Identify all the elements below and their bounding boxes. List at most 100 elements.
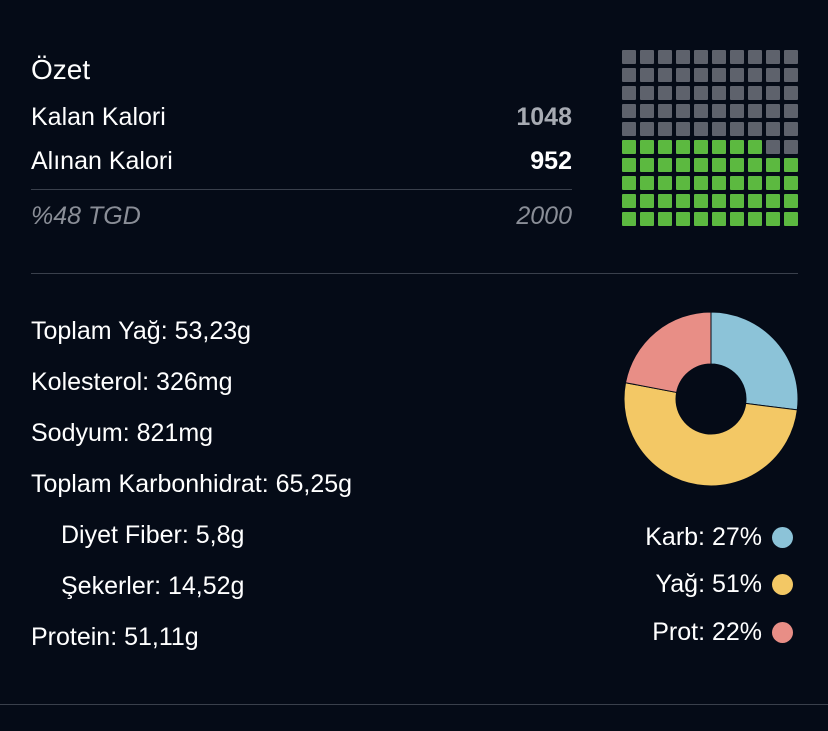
waffle-cell-empty — [712, 122, 726, 136]
waffle-cell-filled — [712, 212, 726, 226]
waffle-cell-empty — [694, 104, 708, 118]
consumed-calories-label: Alınan Kalori — [31, 147, 173, 175]
waffle-cell-filled — [712, 140, 726, 154]
waffle-cell-empty — [658, 104, 672, 118]
waffle-cell-empty — [676, 68, 690, 82]
waffle-cell-filled — [712, 176, 726, 190]
waffle-cell-filled — [694, 194, 708, 208]
waffle-cell-filled — [766, 176, 780, 190]
waffle-cell-empty — [748, 50, 762, 64]
waffle-cell-filled — [676, 194, 690, 208]
summary-divider — [31, 189, 572, 190]
calorie-waffle-chart — [622, 50, 798, 226]
nutrient-item: Şekerler: 14,52g — [61, 572, 245, 600]
legend-label: Prot: 22% — [652, 618, 762, 646]
nutrient-item: Toplam Karbonhidrat: 65,25g — [31, 470, 353, 498]
waffle-cell-empty — [640, 50, 654, 64]
legend-label: Yağ: 51% — [655, 570, 762, 598]
waffle-cell-filled — [694, 140, 708, 154]
waffle-cell-filled — [640, 158, 654, 172]
waffle-cell-empty — [676, 104, 690, 118]
waffle-cell-filled — [658, 176, 672, 190]
waffle-cell-filled — [640, 140, 654, 154]
nutrient-item: Kolesterol: 326mg — [31, 368, 233, 396]
waffle-cell-empty — [694, 50, 708, 64]
waffle-cell-filled — [622, 176, 636, 190]
waffle-cell-empty — [766, 140, 780, 154]
waffle-cell-filled — [676, 140, 690, 154]
summary-title: Özet — [31, 54, 91, 85]
waffle-cell-filled — [694, 176, 708, 190]
waffle-cell-empty — [676, 50, 690, 64]
waffle-cell-empty — [730, 68, 744, 82]
waffle-cell-empty — [676, 122, 690, 136]
waffle-cell-empty — [694, 86, 708, 100]
waffle-cell-filled — [784, 158, 798, 172]
waffle-cell-filled — [766, 212, 780, 226]
waffle-cell-empty — [784, 140, 798, 154]
waffle-cell-empty — [712, 50, 726, 64]
consumed-calories-value: 952 — [530, 147, 572, 175]
waffle-cell-empty — [766, 50, 780, 64]
waffle-cell-empty — [766, 86, 780, 100]
donut-slice-yağ — [623, 382, 798, 487]
legend-item-yağ: Yağ: 51% — [655, 569, 793, 599]
waffle-cell-empty — [766, 122, 780, 136]
nutrient-item: Diyet Fiber: 5,8g — [61, 521, 245, 549]
waffle-cell-filled — [766, 158, 780, 172]
waffle-cell-empty — [712, 86, 726, 100]
waffle-cell-empty — [784, 86, 798, 100]
waffle-cell-empty — [676, 86, 690, 100]
waffle-cell-empty — [748, 68, 762, 82]
remaining-calories-row: Kalan Kalori 1048 — [31, 102, 572, 132]
waffle-cell-empty — [622, 86, 636, 100]
waffle-cell-filled — [694, 212, 708, 226]
waffle-cell-empty — [658, 86, 672, 100]
waffle-cell-filled — [730, 158, 744, 172]
waffle-cell-empty — [748, 122, 762, 136]
waffle-cell-filled — [712, 158, 726, 172]
macro-donut-chart — [623, 311, 799, 487]
donut-slice-prot — [624, 311, 712, 394]
nutrient-item: Protein: 51,11g — [31, 623, 199, 651]
waffle-cell-filled — [712, 194, 726, 208]
waffle-cell-empty — [784, 122, 798, 136]
waffle-cell-empty — [748, 104, 762, 118]
waffle-cell-empty — [622, 68, 636, 82]
remaining-calories-label: Kalan Kalori — [31, 103, 166, 131]
rdi-label: %48 TGD — [31, 202, 141, 230]
waffle-cell-filled — [658, 140, 672, 154]
waffle-cell-empty — [658, 68, 672, 82]
waffle-cell-empty — [730, 50, 744, 64]
waffle-cell-empty — [640, 86, 654, 100]
waffle-cell-empty — [622, 50, 636, 64]
waffle-cell-filled — [658, 212, 672, 226]
waffle-cell-empty — [748, 86, 762, 100]
waffle-cell-filled — [784, 194, 798, 208]
waffle-cell-empty — [784, 50, 798, 64]
waffle-cell-filled — [676, 158, 690, 172]
waffle-cell-filled — [748, 158, 762, 172]
waffle-cell-filled — [748, 140, 762, 154]
waffle-cell-filled — [640, 176, 654, 190]
waffle-cell-filled — [730, 140, 744, 154]
waffle-cell-empty — [694, 122, 708, 136]
waffle-cell-empty — [730, 86, 744, 100]
waffle-cell-empty — [712, 104, 726, 118]
waffle-cell-filled — [694, 158, 708, 172]
waffle-cell-filled — [622, 158, 636, 172]
waffle-cell-empty — [766, 104, 780, 118]
waffle-cell-filled — [640, 194, 654, 208]
bottom-divider — [0, 704, 828, 705]
waffle-cell-filled — [676, 176, 690, 190]
legend-item-prot: Prot: 22% — [652, 617, 793, 647]
waffle-cell-empty — [712, 68, 726, 82]
waffle-cell-empty — [658, 122, 672, 136]
rdi-value: 2000 — [516, 202, 572, 230]
waffle-cell-empty — [730, 122, 744, 136]
waffle-cell-empty — [640, 104, 654, 118]
waffle-cell-empty — [622, 122, 636, 136]
waffle-cell-filled — [766, 194, 780, 208]
consumed-calories-row: Alınan Kalori 952 — [31, 146, 572, 176]
donut-slice-karb — [710, 311, 799, 411]
